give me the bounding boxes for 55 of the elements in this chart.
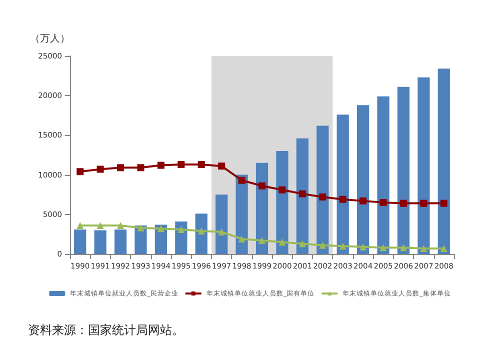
point xyxy=(137,224,144,232)
point xyxy=(440,244,448,252)
point xyxy=(298,190,306,198)
bar xyxy=(316,126,329,254)
point xyxy=(319,242,326,249)
point xyxy=(400,244,407,252)
bar xyxy=(114,229,127,254)
point xyxy=(157,162,164,169)
bar xyxy=(94,230,106,254)
point xyxy=(238,176,246,184)
point xyxy=(278,186,286,194)
point xyxy=(96,166,104,173)
point xyxy=(76,222,84,229)
point xyxy=(117,164,124,172)
bar xyxy=(377,96,390,254)
bar xyxy=(74,229,86,254)
point xyxy=(360,243,367,250)
point xyxy=(137,164,144,172)
bar xyxy=(418,77,430,254)
bar xyxy=(438,68,450,254)
bar xyxy=(296,138,308,254)
point xyxy=(360,197,367,204)
point xyxy=(218,228,226,236)
y-axis-title: （万人） xyxy=(30,34,70,44)
point xyxy=(339,196,346,203)
bar xyxy=(195,214,208,254)
point xyxy=(117,222,124,229)
point xyxy=(178,161,185,168)
point xyxy=(319,193,326,200)
text: 资料来源：国家统计局网站。 xyxy=(28,323,184,337)
point xyxy=(278,238,286,246)
point xyxy=(76,168,84,176)
point xyxy=(198,228,205,235)
point xyxy=(420,200,428,207)
point xyxy=(380,199,387,206)
point xyxy=(96,222,104,229)
point xyxy=(218,162,226,170)
point xyxy=(198,161,205,168)
point xyxy=(339,242,346,250)
point xyxy=(420,244,428,252)
point xyxy=(400,200,407,207)
point xyxy=(258,182,266,190)
point xyxy=(238,235,246,242)
bar xyxy=(276,151,288,254)
bar xyxy=(216,194,228,254)
point xyxy=(440,200,448,207)
bar xyxy=(397,86,410,254)
bar xyxy=(336,114,349,254)
point xyxy=(298,240,306,248)
bar xyxy=(175,222,188,254)
point xyxy=(178,226,185,233)
point xyxy=(157,225,164,232)
point xyxy=(380,244,387,252)
bar xyxy=(356,105,370,254)
point xyxy=(258,237,266,244)
